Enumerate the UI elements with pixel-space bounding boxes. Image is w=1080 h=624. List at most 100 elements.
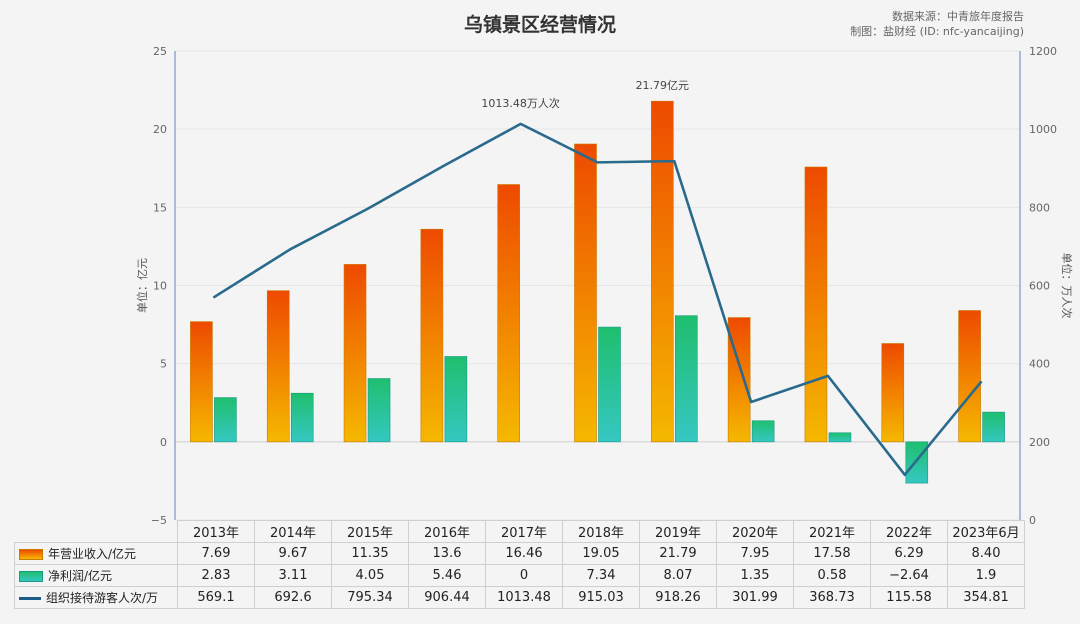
revenue-bar	[497, 184, 520, 443]
data-label: 17.58	[793, 542, 871, 565]
data-table: 2013年 2014年 2015年 2016年 2017年 2018年 2019年 2020年…	[14, 520, 1025, 609]
category-label: 2016年	[408, 520, 486, 543]
source-note: 数据来源：中青旅年度报告	[892, 10, 1024, 23]
legend-profit-label: 净利润/亿元	[48, 569, 113, 583]
maker-note: 制图：盐财经 (ID: nfc-yancaijing)	[850, 25, 1024, 38]
visitor-line	[212, 122, 983, 477]
data-label: 3.11	[254, 564, 332, 587]
right-tick-label: 200	[1029, 436, 1050, 449]
data-label: 0.58	[793, 564, 871, 587]
data-label: 4.05	[331, 564, 409, 587]
data-label: 368.73	[793, 586, 871, 609]
left-tick-label: 20	[153, 123, 167, 136]
table-row-visitors: 组织接待游客人次/万 569.1 692.6 795.34 906.44 1013.48…	[14, 586, 1025, 609]
data-label: 7.95	[716, 542, 794, 565]
data-label: 692.6	[254, 586, 332, 609]
data-label: 5.46	[408, 564, 486, 587]
data-label: 6.29	[870, 542, 948, 565]
table-header-row: 2013年 2014年 2015年 2016年 2017年 2018年 2019年 2020年…	[15, 520, 1025, 543]
data-label: 19.05	[562, 542, 640, 565]
legend-visitors: 组织接待游客人次/万	[14, 586, 178, 609]
profit-swatch	[19, 571, 43, 582]
annotation-label: 1013.48万人次	[481, 96, 560, 110]
annotation-label: 21.79亿元	[636, 79, 690, 92]
data-label: 0	[485, 564, 563, 587]
right-tick-label: 400	[1029, 358, 1050, 371]
category-label: 2015年	[331, 520, 409, 543]
right-tick-label: 600	[1029, 280, 1050, 293]
data-label: 795.34	[331, 586, 409, 609]
data-label: 918.26	[639, 586, 717, 609]
legend-visitors-label: 组织接待游客人次/万	[46, 591, 159, 605]
data-label: 2.83	[177, 564, 255, 587]
revenue-bar	[190, 321, 213, 443]
data-label: 1.35	[716, 564, 794, 587]
category-label: 2020年	[716, 520, 794, 543]
left-tick-label: −5	[151, 514, 167, 527]
data-label: 354.81	[947, 586, 1025, 609]
legend-profit: 净利润/亿元	[14, 564, 178, 587]
profit-bar	[367, 378, 391, 443]
data-label: 115.58	[870, 586, 948, 609]
bars	[190, 100, 1005, 484]
profit-bar	[675, 315, 698, 443]
data-label: 11.35	[331, 542, 409, 565]
revenue-bar	[420, 228, 444, 443]
profit-bar	[444, 356, 468, 443]
annotations: 1013.48万人次 21.79亿元	[481, 79, 689, 110]
revenue-bar	[804, 166, 828, 443]
right-tick-label: 800	[1029, 201, 1050, 214]
data-label: 7.69	[177, 542, 255, 565]
revenue-swatch	[19, 549, 43, 560]
category-label: 2021年	[793, 520, 871, 543]
revenue-bar	[958, 310, 981, 443]
visitors-swatch	[19, 597, 41, 600]
category-label: 2014年	[254, 520, 332, 543]
right-tick-label: 0	[1029, 514, 1036, 527]
profit-bar	[905, 441, 929, 484]
left-axis-title: 单位：亿元	[135, 258, 149, 313]
data-label: 8.07	[639, 564, 717, 587]
data-label: 915.03	[562, 586, 640, 609]
category-label: 2022年	[870, 520, 948, 543]
revenue-bar	[343, 264, 367, 443]
visitor-line-path	[212, 122, 983, 477]
left-tick-label: 15	[153, 201, 167, 214]
category-label: 2023年6月	[947, 520, 1025, 543]
left-tick-label: 0	[160, 436, 167, 449]
revenue-bar	[574, 143, 597, 443]
data-label: −2.64	[870, 564, 948, 587]
data-label: 1013.48	[485, 586, 563, 609]
right-tick-label: 1000	[1029, 123, 1057, 136]
revenue-bar	[266, 290, 290, 443]
table-corner	[15, 521, 178, 543]
legend-revenue: 年营业收入/亿元	[14, 542, 178, 565]
data-label: 7.34	[562, 564, 640, 587]
chart-title: 乌镇景区经营情况	[463, 14, 616, 36]
table-row-revenue: 年营业收入/亿元 7.69 9.67 11.35 13.6 16.46 19.05 21.7…	[14, 542, 1025, 565]
table-row-profit: 净利润/亿元 2.83 3.11 4.05 5.46 0 7.34 8.07 1.35 0.58…	[14, 564, 1025, 587]
category-label: 2017年	[485, 520, 563, 543]
profit-bar	[751, 420, 775, 443]
left-tick-label: 5	[160, 358, 167, 371]
data-label: 9.67	[254, 542, 332, 565]
category-label: 2013年	[177, 520, 255, 543]
right-axis-title: 单位：万人次	[1060, 253, 1074, 319]
revenue-bar	[651, 100, 674, 443]
left-tick-label: 25	[153, 45, 167, 58]
profit-bar	[214, 397, 237, 443]
data-label: 301.99	[716, 586, 794, 609]
profit-bar	[982, 411, 1005, 443]
data-label: 1.9	[947, 564, 1025, 587]
data-label: 569.1	[177, 586, 255, 609]
legend-revenue-label: 年营业收入/亿元	[48, 547, 137, 561]
data-label: 16.46	[485, 542, 563, 565]
revenue-bar	[881, 343, 905, 443]
data-label: 906.44	[408, 586, 486, 609]
profit-bar	[828, 432, 852, 443]
right-tick-label: 1200	[1029, 45, 1057, 58]
category-label: 2018年	[562, 520, 640, 543]
data-label: 21.79	[639, 542, 717, 565]
profit-bar	[290, 392, 314, 443]
